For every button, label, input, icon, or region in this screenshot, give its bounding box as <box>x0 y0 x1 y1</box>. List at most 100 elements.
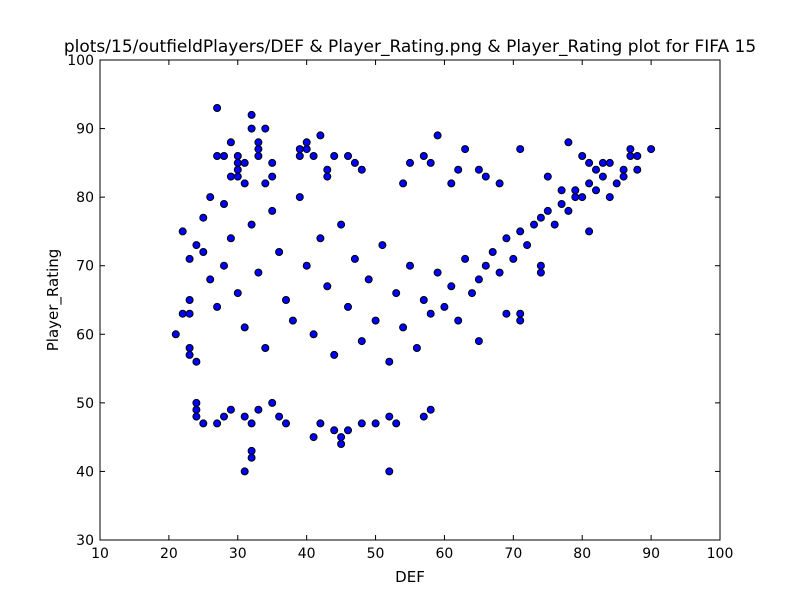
data-point <box>247 110 256 119</box>
data-point <box>316 419 325 428</box>
x-tick-label: 60 <box>436 546 454 562</box>
x-tick-label: 80 <box>573 546 591 562</box>
data-point <box>605 193 614 202</box>
data-point <box>516 309 525 318</box>
y-tick-label: 60 <box>76 327 94 343</box>
data-point <box>268 398 277 407</box>
data-point <box>619 165 628 174</box>
data-point <box>261 344 270 352</box>
data-point <box>598 158 607 167</box>
data-point <box>288 316 297 325</box>
data-point <box>261 124 270 133</box>
data-point <box>502 234 511 243</box>
data-point <box>247 453 256 462</box>
data-point <box>247 124 256 133</box>
data-point <box>254 138 263 147</box>
data-point <box>226 172 235 181</box>
data-point <box>399 323 408 332</box>
x-tick-label: 30 <box>229 546 247 562</box>
data-point <box>240 467 249 476</box>
data-point <box>592 165 600 174</box>
data-point <box>309 152 318 160</box>
data-point <box>392 419 401 428</box>
x-tick-label: 70 <box>504 546 522 562</box>
data-point <box>295 193 304 202</box>
plot-area <box>99 59 721 541</box>
data-point <box>240 412 249 421</box>
data-point <box>268 206 277 215</box>
data-point <box>564 138 573 147</box>
data-point <box>330 152 339 160</box>
data-point <box>426 405 435 414</box>
chart-title: plots/15/outfieldPlayers/DEF & Player_Ra… <box>64 37 756 57</box>
data-point <box>530 220 538 229</box>
data-point <box>282 296 290 304</box>
y-axis-label: Player_Rating <box>44 249 63 352</box>
x-tick-label: 10 <box>91 546 109 562</box>
data-point <box>233 289 242 298</box>
data-point <box>220 152 228 160</box>
data-point <box>440 302 449 311</box>
data-point <box>226 405 235 414</box>
data-point <box>233 165 242 174</box>
data-point <box>626 152 635 160</box>
data-points <box>171 104 656 476</box>
data-point <box>468 289 476 298</box>
data-point <box>536 261 545 270</box>
data-point <box>178 309 187 318</box>
data-point <box>220 261 228 270</box>
data-point <box>350 254 359 263</box>
x-tick-label: 90 <box>642 546 660 562</box>
data-point <box>426 158 435 167</box>
data-point <box>481 261 490 270</box>
data-point <box>461 145 470 154</box>
data-point <box>226 234 235 243</box>
y-tick-label: 50 <box>76 396 94 412</box>
data-point <box>550 220 559 229</box>
data-point <box>633 152 642 160</box>
data-point <box>419 296 428 304</box>
data-point <box>557 200 566 208</box>
data-point <box>192 405 201 414</box>
data-point <box>316 234 325 243</box>
data-point <box>495 179 504 188</box>
data-point <box>247 220 256 229</box>
data-point <box>233 172 242 181</box>
data-point <box>247 419 256 428</box>
data-point <box>474 337 483 346</box>
data-point <box>192 398 201 407</box>
y-tick-label: 90 <box>76 122 94 138</box>
data-point <box>371 316 380 325</box>
data-point <box>268 158 277 167</box>
data-point <box>543 206 552 215</box>
data-point <box>647 145 656 154</box>
data-point <box>206 275 215 284</box>
data-point <box>516 316 525 325</box>
data-point <box>233 152 242 160</box>
data-point <box>447 179 456 188</box>
data-point <box>316 131 325 140</box>
x-axis-label: DEF <box>395 568 425 586</box>
data-point <box>233 158 242 167</box>
data-point <box>185 254 194 263</box>
data-point <box>447 282 456 291</box>
data-point <box>371 419 380 428</box>
y-tick-label: 30 <box>76 533 94 549</box>
data-point <box>199 419 208 428</box>
data-point <box>323 165 332 174</box>
data-point <box>488 248 497 256</box>
data-point <box>247 446 256 455</box>
data-point <box>309 433 318 442</box>
x-tick-label: 20 <box>160 546 178 562</box>
y-tick-label: 80 <box>76 190 94 206</box>
axis-ticks: 10 20 30 40 50 60 70 80 90 100 30 40 50 60 70 80 90 100 <box>67 53 733 562</box>
data-point <box>240 323 249 332</box>
data-point <box>330 350 339 359</box>
data-point <box>282 419 290 428</box>
data-point <box>309 330 318 339</box>
data-point <box>185 309 194 318</box>
data-point <box>275 412 284 421</box>
data-point <box>474 165 483 174</box>
data-point <box>357 337 366 346</box>
data-point <box>226 138 235 147</box>
